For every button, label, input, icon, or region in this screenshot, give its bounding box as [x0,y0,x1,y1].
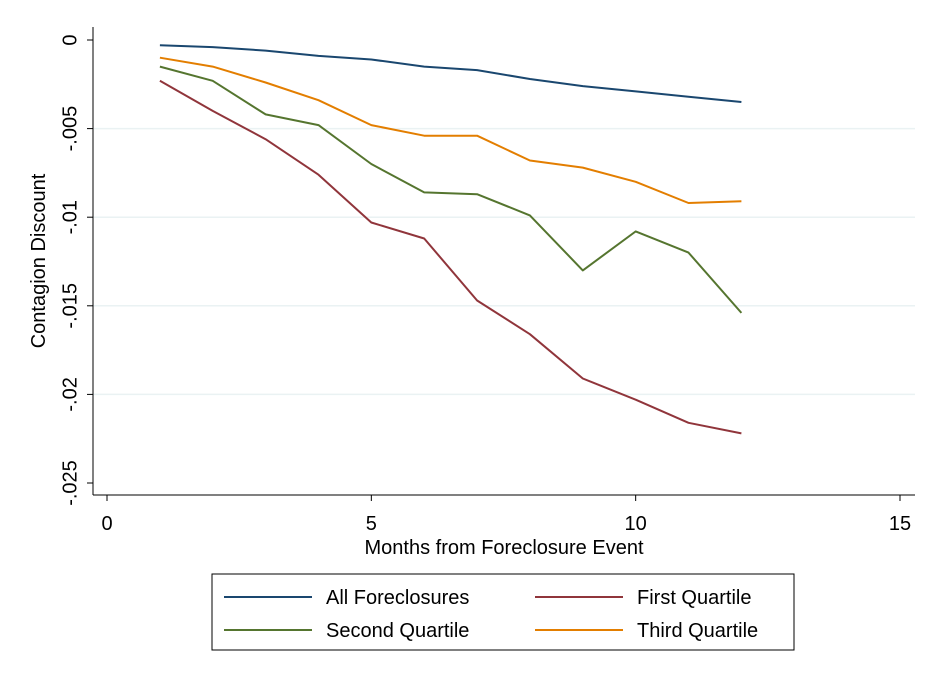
legend-label: All Foreclosures [326,587,469,609]
legend: All Foreclosures First Quartile Second Qua… [211,573,795,651]
series-line-second-quartile [159,65,743,314]
legend-label: First Quartile [637,587,751,609]
series-line-first-quartile [159,79,742,435]
y-tick-label: -.025 [59,460,81,506]
x-tick-label: 5 [366,513,377,535]
x-tick-label: 0 [101,513,112,535]
axes [92,27,915,496]
x-axis-title: Months from Foreclosure Event [365,537,644,559]
y-tick-label: -.015 [59,283,81,329]
x-tick-label: 15 [889,513,911,535]
y-tick-label: -.005 [59,106,81,152]
legend-label: Third Quartile [637,620,758,642]
legend-label: Second Quartile [326,620,469,642]
y-tick-label: 0 [59,34,81,45]
series-line-all-foreclosures [159,44,742,103]
x-ticks: 0 5 10 15 [101,495,911,535]
x-tick-label: 10 [625,513,647,535]
y-axis-title: Contagion Discount [28,173,50,348]
y-tick-label: -.02 [59,377,81,411]
series-line-third-quartile [159,56,742,204]
y-ticks: 0 -.005 -.01 -.015 -.02 -.025 [59,34,93,506]
y-tick-label: -.01 [59,200,81,234]
series-lines [159,44,743,435]
legend-box [211,573,795,651]
gridlines [93,127,915,396]
